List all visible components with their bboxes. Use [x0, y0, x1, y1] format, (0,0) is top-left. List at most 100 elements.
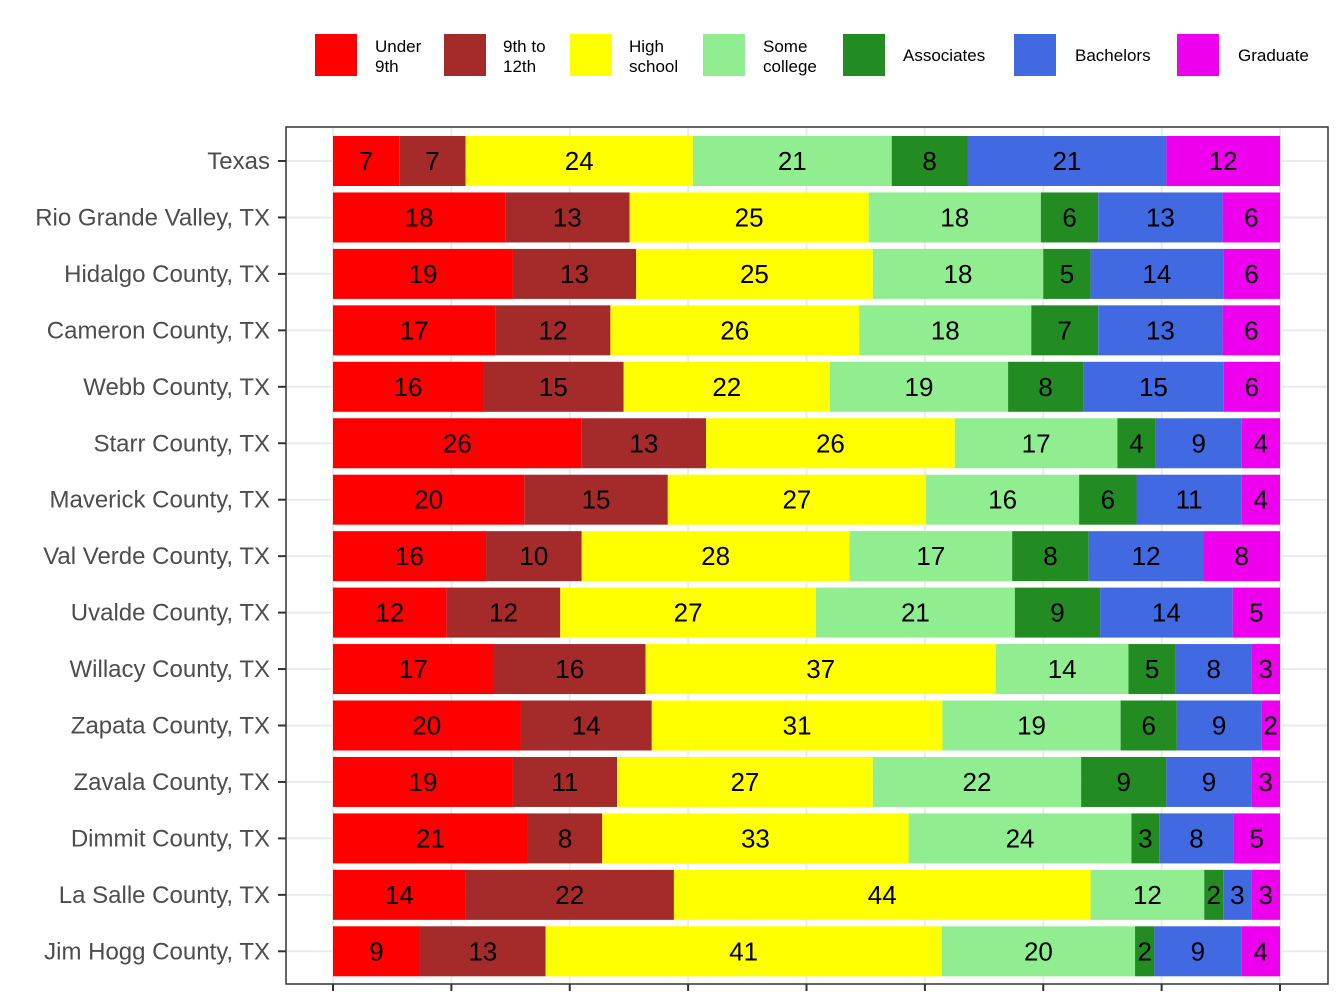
bar-value-some-college-uvalde-county-tx: 21 — [901, 598, 930, 628]
bar-graduate-val-verde-county-tx — [1203, 531, 1280, 582]
bar-some-college-maverick-county-tx — [926, 474, 1080, 525]
row-label-hidalgo-county-tx: Hidalgo County, TX — [64, 261, 270, 288]
bar-graduate-la-salle-county-tx — [1251, 869, 1280, 920]
bar-bachelors-hidalgo-county-tx — [1090, 248, 1224, 299]
bar-value-some-college-maverick-county-tx: 16 — [988, 485, 1017, 515]
bar-value-under-9th-dimmit-county-tx: 21 — [416, 823, 445, 853]
bar-high-school-willacy-county-tx — [645, 644, 996, 695]
bar-value-associates-webb-county-tx: 8 — [1038, 372, 1052, 402]
bar-under-9th-cameron-county-tx — [333, 305, 496, 356]
bar-value-graduate-cameron-county-tx: 6 — [1244, 315, 1258, 345]
bar-value-bachelors-hidalgo-county-tx: 14 — [1142, 259, 1171, 289]
bar-value-some-college-cameron-county-tx: 18 — [931, 315, 960, 345]
bar-value-bachelors-dimmit-county-tx: 8 — [1189, 823, 1203, 853]
bar-value-graduate-willacy-county-tx: 3 — [1259, 654, 1273, 684]
bar-9th-to-12th-webb-county-tx — [483, 361, 624, 412]
bar-value-some-college-texas: 21 — [778, 146, 807, 176]
legend-label-under-9th: Under 9th — [375, 37, 422, 76]
bar-under-9th-la-salle-county-tx — [333, 869, 466, 920]
bar-associates-la-salle-county-tx — [1204, 869, 1224, 920]
bar-value-under-9th-cameron-county-tx: 17 — [400, 315, 429, 345]
bar-value-9th-to-12th-val-verde-county-tx: 10 — [519, 541, 548, 571]
bar-high-school-dimmit-county-tx — [602, 813, 909, 864]
bar-bachelors-cameron-county-tx — [1098, 305, 1223, 356]
bar-value-high-school-rio-grande-valley-tx: 25 — [735, 202, 764, 232]
bar-under-9th-jim-hogg-county-tx — [333, 926, 420, 977]
bar-9th-to-12th-jim-hogg-county-tx — [419, 926, 546, 977]
bar-graduate-willacy-county-tx — [1251, 644, 1280, 695]
bar-value-some-college-willacy-county-tx: 14 — [1048, 654, 1077, 684]
bar-value-under-9th-zapata-county-tx: 20 — [412, 711, 441, 741]
bar-9th-to-12th-val-verde-county-tx — [486, 531, 582, 582]
bar-value-associates-texas: 8 — [922, 146, 936, 176]
bar-bachelors-zapata-county-tx — [1176, 700, 1262, 751]
bar-high-school-maverick-county-tx — [667, 474, 927, 525]
bar-value-associates-hidalgo-county-tx: 5 — [1060, 259, 1074, 289]
bar-associates-maverick-county-tx — [1079, 474, 1137, 525]
bar-value-high-school-maverick-county-tx: 27 — [782, 485, 811, 515]
bar-value-9th-to-12th-texas: 7 — [425, 146, 439, 176]
bar-under-9th-willacy-county-tx — [333, 644, 494, 695]
bar-9th-to-12th-cameron-county-tx — [495, 305, 611, 356]
bar-graduate-maverick-county-tx — [1241, 474, 1280, 525]
bar-some-college-zapata-county-tx — [942, 700, 1121, 751]
legend-label-some-college: Some college — [763, 37, 817, 76]
bar-value-under-9th-rio-grande-valley-tx: 18 — [405, 202, 434, 232]
legend-label-9th-to-12th: 9th to 12th — [503, 37, 546, 76]
legend-swatch-high-school — [570, 34, 612, 76]
row-label-la-salle-county-tx: La Salle County, TX — [59, 882, 270, 909]
bar-associates-starr-county-tx — [1117, 418, 1156, 469]
bar-graduate-hidalgo-county-tx — [1223, 248, 1280, 299]
bar-bachelors-jim-hogg-county-tx — [1154, 926, 1242, 977]
bar-value-some-college-starr-county-tx: 17 — [1022, 428, 1051, 458]
row-labels: Texas Rio Grande Valley, TX Hidalgo County… — [35, 148, 1281, 991]
bar-value-some-college-la-salle-county-tx: 12 — [1133, 880, 1162, 910]
bar-high-school-zapata-county-tx — [651, 700, 943, 751]
bar-value-associates-starr-county-tx: 4 — [1129, 428, 1143, 458]
bar-value-under-9th-la-salle-county-tx: 14 — [385, 880, 414, 910]
bar-associates-willacy-county-tx — [1128, 644, 1176, 695]
bar-under-9th-zavala-county-tx — [333, 756, 513, 807]
bar-value-under-9th-willacy-county-tx: 17 — [399, 654, 428, 684]
bar-high-school-zavala-county-tx — [617, 756, 873, 807]
bar-value-graduate-maverick-county-tx: 4 — [1254, 485, 1268, 515]
bar-value-high-school-la-salle-county-tx: 44 — [868, 880, 897, 910]
bar-value-some-college-zapata-county-tx: 19 — [1017, 711, 1046, 741]
legend: Under 9th 9th to 12th High school Some college A… — [315, 34, 1309, 76]
bar-value-bachelors-maverick-county-tx: 11 — [1176, 485, 1203, 515]
bar-value-under-9th-zavala-county-tx: 19 — [409, 767, 438, 797]
bar-value-some-college-dimmit-county-tx: 24 — [1006, 823, 1035, 853]
row-label-rio-grande-valley-tx: Rio Grande Valley, TX — [35, 204, 270, 231]
legend-swatch-bachelors — [1014, 34, 1056, 76]
bar-value-9th-to-12th-zavala-county-tx: 11 — [552, 767, 579, 797]
bar-9th-to-12th-zavala-county-tx — [512, 756, 618, 807]
bar-value-graduate-hidalgo-county-tx: 6 — [1244, 259, 1258, 289]
bar-some-college-uvalde-county-tx — [815, 587, 1015, 638]
bar-value-high-school-starr-county-tx: 26 — [816, 428, 845, 458]
bar-value-bachelors-cameron-county-tx: 13 — [1146, 315, 1175, 345]
bar-value-graduate-uvalde-county-tx: 5 — [1249, 598, 1263, 628]
bar-value-high-school-willacy-county-tx: 37 — [806, 654, 835, 684]
bar-bachelors-webb-county-tx — [1083, 361, 1224, 412]
bar-some-college-zavala-county-tx — [872, 756, 1082, 807]
bar-value-graduate-val-verde-county-tx: 8 — [1235, 541, 1249, 571]
bar-graduate-cameron-county-tx — [1222, 305, 1280, 356]
bar-associates-rio-grande-valley-tx — [1040, 192, 1099, 243]
bar-value-associates-la-salle-county-tx: 2 — [1206, 880, 1220, 910]
bar-value-bachelors-jim-hogg-county-tx: 9 — [1191, 936, 1205, 966]
bar-value-under-9th-webb-county-tx: 16 — [394, 372, 423, 402]
bar-value-high-school-texas: 24 — [565, 146, 594, 176]
bar-value-graduate-texas: 12 — [1209, 146, 1238, 176]
bar-value-under-9th-jim-hogg-county-tx: 9 — [369, 936, 383, 966]
row-label-texas: Texas — [207, 148, 270, 175]
bar-some-college-willacy-county-tx — [995, 644, 1129, 695]
bar-value-graduate-zapata-county-tx: 2 — [1263, 711, 1277, 741]
bar-bachelors-zavala-county-tx — [1166, 756, 1252, 807]
bar-value-graduate-la-salle-county-tx: 3 — [1259, 880, 1273, 910]
bar-associates-dimmit-county-tx — [1131, 813, 1160, 864]
bar-high-school-la-salle-county-tx — [673, 869, 1091, 920]
bar-associates-val-verde-county-tx — [1012, 531, 1089, 582]
bar-value-under-9th-starr-county-tx: 26 — [443, 428, 472, 458]
